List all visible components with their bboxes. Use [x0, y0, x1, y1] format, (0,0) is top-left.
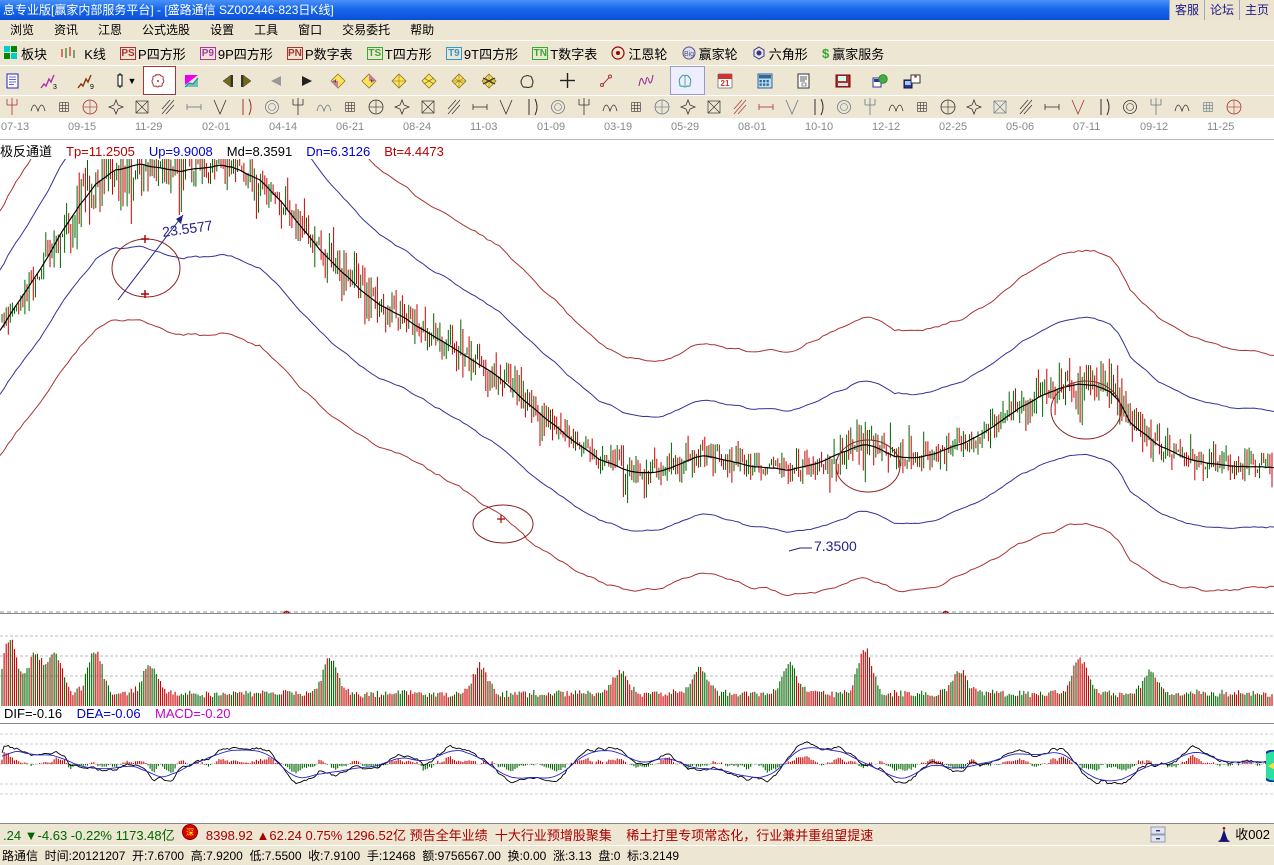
- svg-text:7.3500: 7.3500: [814, 538, 857, 554]
- svg-text:3: 3: [53, 84, 57, 89]
- svg-text:深: 深: [186, 828, 194, 837]
- svg-text:Big: Big: [684, 51, 694, 58]
- svg-text:9: 9: [90, 84, 94, 89]
- svg-text:23.5577: 23.5577: [161, 217, 214, 240]
- svg-text:21: 21: [721, 79, 730, 88]
